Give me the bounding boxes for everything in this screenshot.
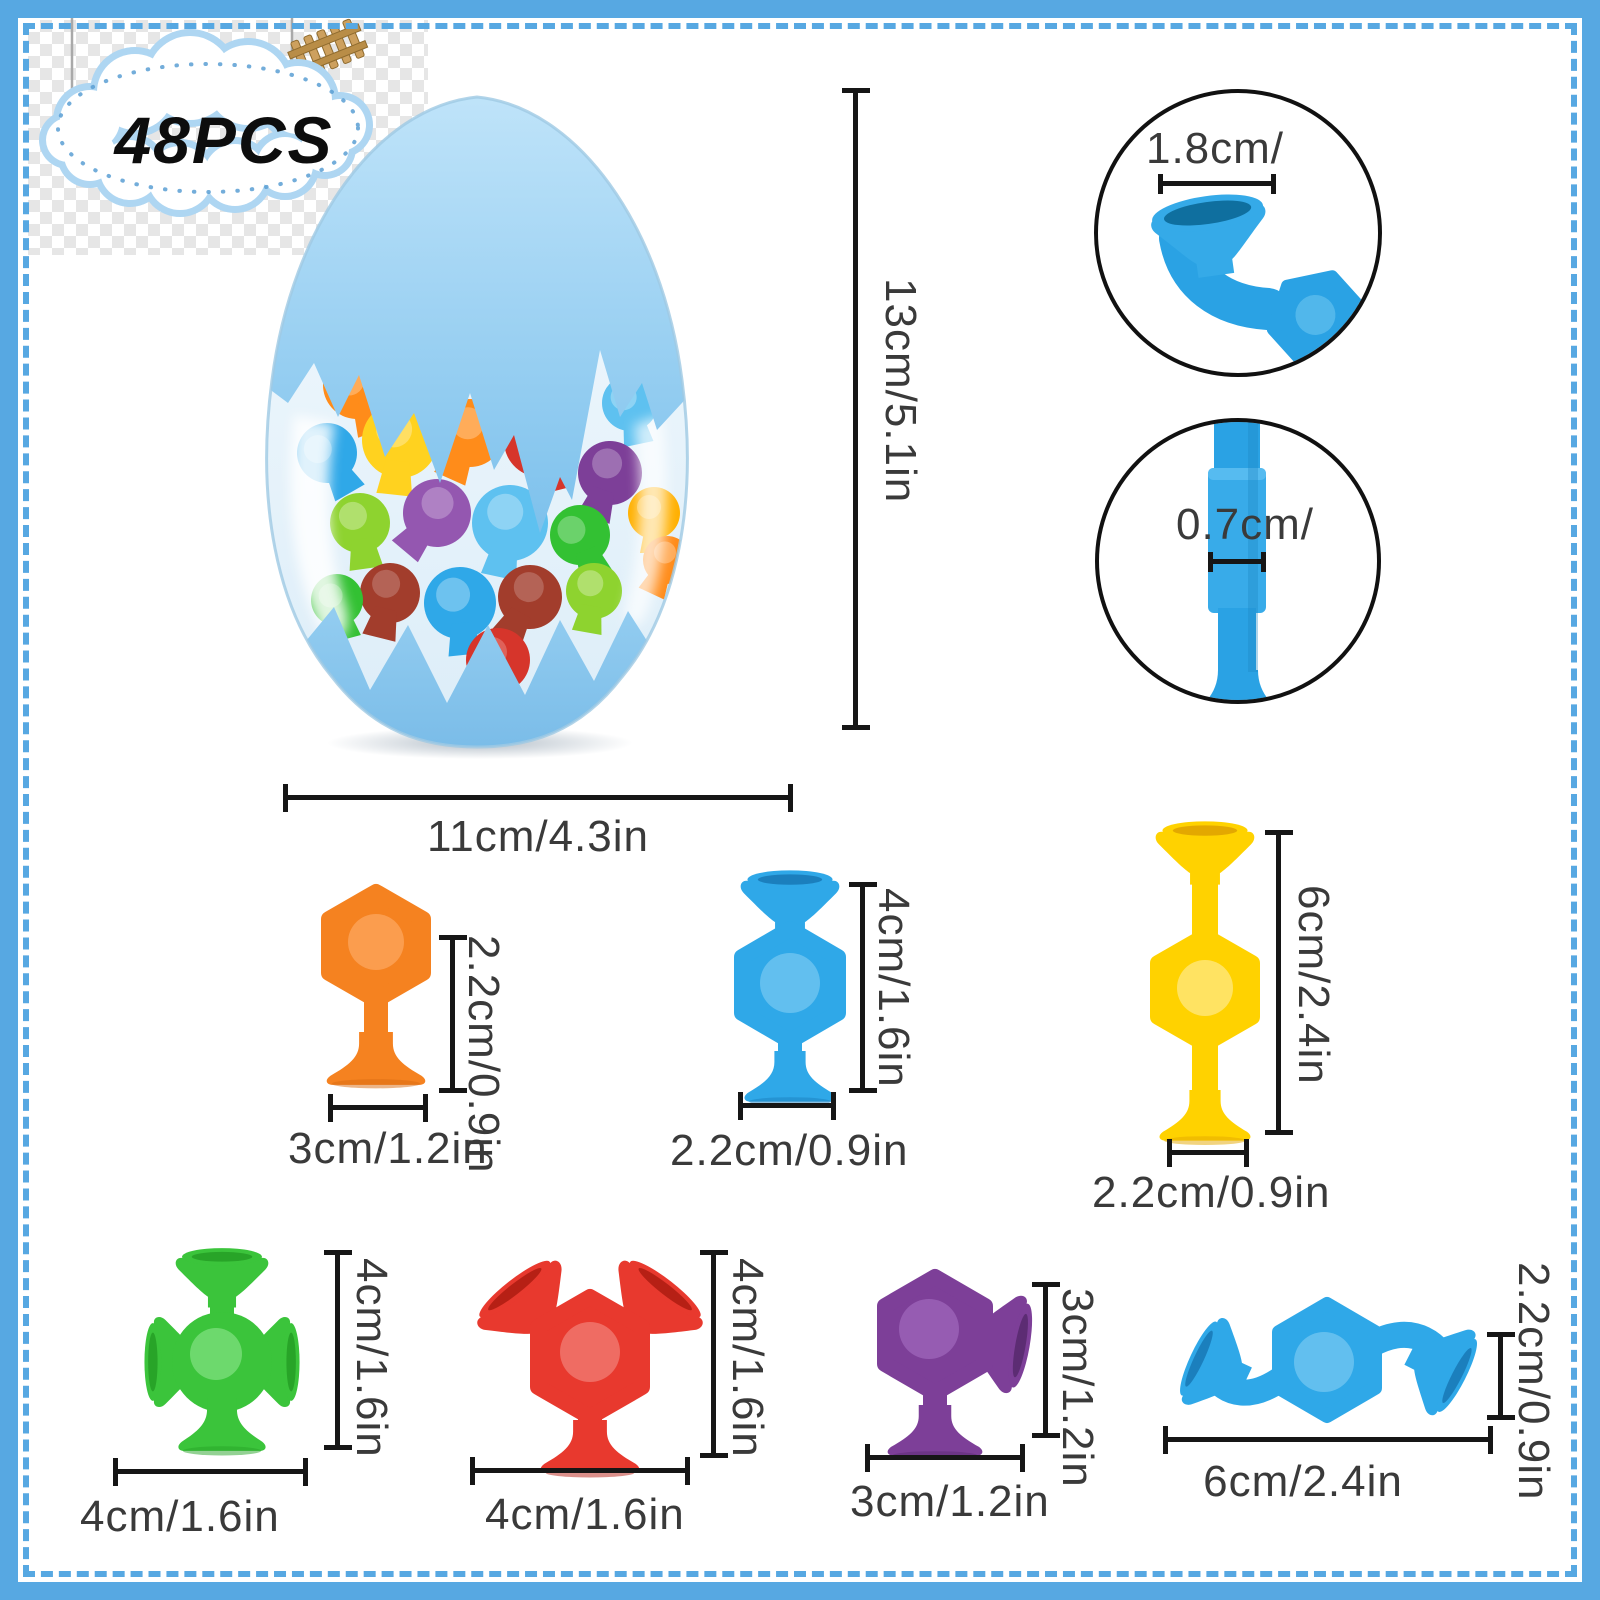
green-height-line	[324, 1250, 352, 1450]
egg-container	[265, 95, 689, 749]
cloud-shape	[39, 29, 373, 217]
yellow-width-label: 2.2cm/0.9in	[1092, 1168, 1331, 1217]
blue-s-width-label: 6cm/2.4in	[1203, 1457, 1403, 1506]
egg-outline	[265, 95, 689, 749]
stem-closeup	[1184, 422, 1292, 700]
suction-cup-closeup	[1151, 194, 1370, 370]
red-triple-sucker	[474, 1258, 706, 1478]
blue-double-height-line	[849, 882, 877, 1093]
blue-double-width-line	[738, 1092, 836, 1120]
inset-circle-bottom	[1095, 418, 1381, 704]
green-width-label: 4cm/1.6in	[80, 1492, 280, 1541]
egg-top-cap	[266, 97, 688, 533]
purple-height-line	[1032, 1282, 1060, 1438]
detail-insets	[1094, 89, 1382, 704]
cloud-badge	[39, 8, 373, 217]
inset-circle-top	[1094, 89, 1382, 377]
blue-double-ended-sucker	[734, 870, 846, 1106]
orange-width-line	[328, 1094, 428, 1122]
orange-height-line	[439, 935, 467, 1093]
egg-width-dimension-line	[283, 784, 793, 812]
orange-width-label: 3cm/1.2in	[288, 1124, 488, 1173]
blue-double-width-label: 2.2cm/0.9in	[670, 1126, 909, 1175]
purple-width-label: 3cm/1.2in	[850, 1477, 1050, 1526]
green-width-line	[113, 1458, 308, 1486]
red-height-label: 4cm/1.6in	[723, 1258, 772, 1458]
purple-hexagon-sucker	[877, 1269, 1033, 1460]
blue-double-height-label: 4cm/1.6in	[869, 888, 918, 1088]
red-height-line	[700, 1250, 728, 1458]
purple-width-line	[865, 1444, 1025, 1472]
yellow-height-label: 6cm/2.4in	[1289, 885, 1338, 1085]
blue-s-height-label: 2.2cm/0.9in	[1509, 1262, 1558, 1501]
stem-diameter-line	[1208, 552, 1266, 572]
yellow-long-sucker	[1150, 821, 1260, 1145]
blue-s-height-line	[1487, 1332, 1515, 1420]
green-cross-sucker	[144, 1248, 300, 1456]
orange-hexagon-sucker	[321, 884, 431, 1089]
blue-s-width-line	[1163, 1426, 1493, 1454]
glass-sheen	[290, 415, 667, 640]
purple-height-label: 3cm/1.2in	[1053, 1288, 1102, 1488]
blue-s-shaped-sucker	[1180, 1297, 1478, 1424]
red-width-label: 4cm/1.6in	[485, 1490, 685, 1539]
red-width-line	[470, 1457, 690, 1485]
stem-diameter-label: 0.7cm/	[1175, 500, 1315, 549]
green-height-label: 4cm/1.6in	[347, 1258, 396, 1458]
egg-height-label: 13cm/5.1in	[876, 278, 925, 504]
egg-height-dimension-line	[842, 88, 870, 730]
cup-diameter-line	[1158, 174, 1276, 194]
piece-count-badge: 48PCS	[114, 103, 334, 177]
yellow-width-line	[1167, 1139, 1249, 1167]
cup-diameter-label: 1.8cm/	[1145, 124, 1285, 173]
yellow-height-line	[1265, 830, 1293, 1135]
egg-width-label: 11cm/4.3in	[427, 812, 649, 861]
